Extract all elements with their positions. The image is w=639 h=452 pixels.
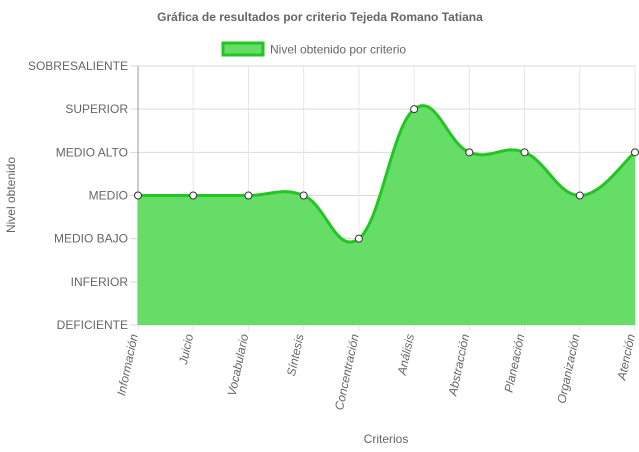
y-axis-ticks: DEFICIENTE INFERIOR MEDIO BAJO MEDIO MEDIO A… [28, 59, 128, 332]
x-tick-label: Planeación [501, 332, 527, 393]
data-point[interactable] [134, 191, 142, 200]
x-tick-label: Juicio [176, 332, 196, 366]
y-tick-label: MEDIO ALTO [56, 145, 128, 159]
data-point[interactable] [465, 148, 474, 157]
x-tick-label: Atención [614, 332, 638, 382]
x-axis-ticks: Información Juicio Vocabulario Síntesis Conc… [114, 332, 638, 411]
x-tick-label: Análisis [395, 333, 418, 377]
x-tick-label: Organización [554, 332, 582, 404]
x-tick-label: Síntesis [284, 333, 307, 378]
y-tick-label: MEDIO [89, 189, 128, 203]
y-tick-label: MEDIO BAJO [54, 232, 128, 246]
data-point[interactable] [520, 148, 529, 157]
legend-label[interactable]: Nivel obtenido por criterio [270, 43, 406, 57]
y-tick-label: SOBRESALIENTE [28, 59, 128, 73]
data-point[interactable] [410, 105, 419, 114]
data-point[interactable] [244, 191, 253, 200]
x-axis-label: Criterios [364, 432, 409, 446]
y-tick-label: SUPERIOR [65, 102, 128, 116]
data-point[interactable] [299, 191, 308, 200]
x-tick-label: Concentración [332, 332, 362, 411]
data-point[interactable] [575, 191, 584, 200]
series-area-fill [138, 105, 635, 325]
y-axis-label: Nivel obtenido [4, 157, 18, 233]
data-point[interactable] [354, 234, 363, 243]
y-tick-label: INFERIOR [71, 275, 129, 289]
y-tick-label: DEFICIENTE [57, 318, 128, 332]
legend-swatch[interactable] [221, 41, 265, 57]
series-line [138, 104, 636, 244]
x-tick-label: Información [114, 332, 141, 397]
x-tick-label: Vocabulario [225, 332, 252, 397]
data-point[interactable] [631, 148, 639, 157]
series-area [138, 104, 636, 325]
data-points[interactable] [134, 105, 639, 243]
chart-title: Gráfica de resultados por criterio Tejed… [157, 10, 483, 24]
legend[interactable]: Nivel obtenido por criterio [221, 41, 406, 57]
data-point[interactable] [189, 191, 198, 200]
x-tick-label: Abstracción [445, 332, 472, 398]
